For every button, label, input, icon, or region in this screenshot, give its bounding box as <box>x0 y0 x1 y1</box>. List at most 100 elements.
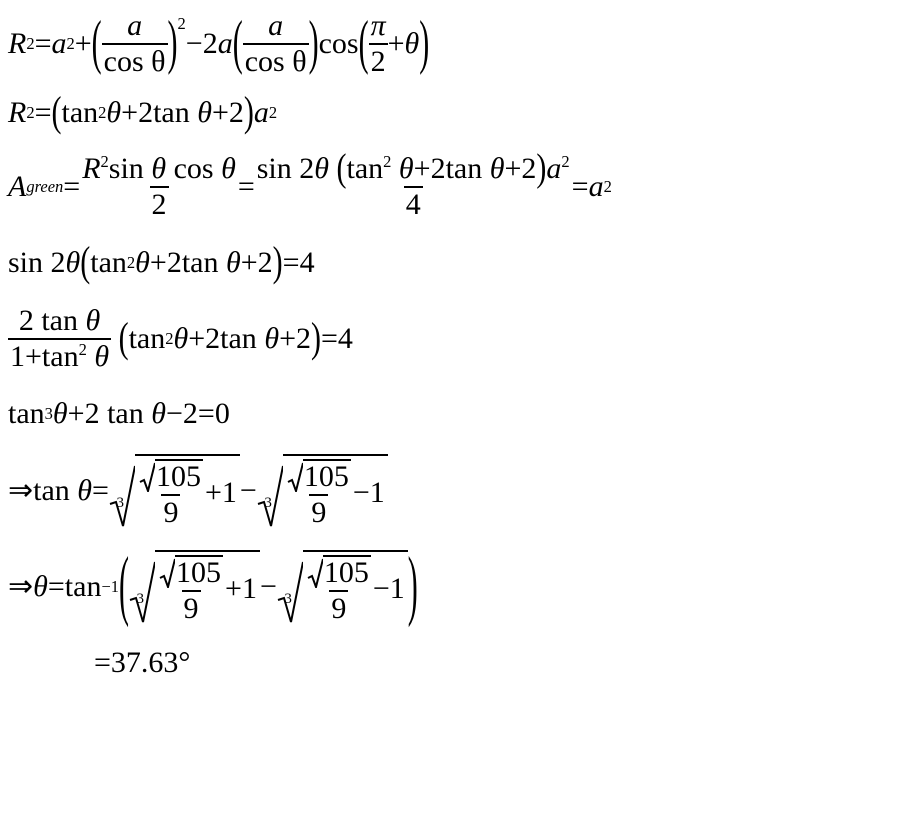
radical-icon <box>159 558 175 588</box>
denominator: 2 <box>369 43 388 77</box>
var-R: R <box>8 98 26 128</box>
cube-root-2: 3 105 9 −1 <box>257 454 388 528</box>
rparen: ) <box>311 318 321 360</box>
rest: θ+2 tan θ−2=0 <box>53 399 230 429</box>
rparen: ) <box>309 14 319 74</box>
var-a: a <box>52 29 67 59</box>
cos: cos <box>319 29 359 59</box>
lparen: ( <box>359 14 369 74</box>
minus-2a: −2a <box>186 29 233 59</box>
radicand: 105 <box>175 555 223 588</box>
plus-1: +1 <box>225 574 257 604</box>
rparen: ) <box>419 14 429 74</box>
radicand: 105 9 +1 <box>155 550 260 624</box>
exp-2: 2 <box>178 16 186 33</box>
tan: tan <box>90 248 127 278</box>
space <box>111 324 119 354</box>
radicand: 105 9 +1 <box>135 454 240 528</box>
minus: − <box>240 476 257 506</box>
radical-icon <box>307 558 323 588</box>
sqrt-105: 105 <box>287 459 351 492</box>
plus-1: +1 <box>205 478 237 508</box>
equation-line-7: ⇒tan θ= 3 105 9 +1 − 3 <box>8 446 910 536</box>
denominator: 9 <box>309 494 328 528</box>
radical-icon <box>139 462 155 492</box>
eq-sign: = <box>572 172 589 202</box>
rest: θ+2tan θ+2 <box>135 248 273 278</box>
equation-line-1: R2 = a2 + ( a cos θ )2 −2a ( a cos θ ) c… <box>8 8 910 80</box>
cube-root-2: 3 105 9 −1 <box>277 550 408 624</box>
sqrt-105: 105 <box>139 459 203 492</box>
lparen: ( <box>119 318 129 360</box>
radicand: 105 <box>323 555 371 588</box>
denominator: cos θ <box>102 43 168 77</box>
text: sin 2θ <box>8 248 80 278</box>
arrow: ⇒ <box>8 572 33 602</box>
rparen: ) <box>273 242 283 284</box>
radical-icon <box>287 462 303 492</box>
frac-2: sin 2θ (tan2 θ+2tan θ+2)a2 4 <box>255 154 572 220</box>
denominator: 1+tan2 θ <box>8 338 111 372</box>
tan: tan <box>129 324 166 354</box>
cube-root-1: 3 105 9 +1 <box>129 550 260 624</box>
frac-pi-2: π 2 <box>369 11 388 77</box>
result: =37.63° <box>94 648 190 678</box>
eq-sign: = <box>63 172 80 202</box>
lparen: ( <box>92 14 102 74</box>
equation-line-3: Agreen = R2sin θ cos θ 2 = sin 2θ (tan2 … <box>8 146 910 228</box>
minus-1: −1 <box>373 574 405 604</box>
radicand: 105 <box>303 459 351 492</box>
var-a: a <box>254 98 269 128</box>
radicand: 105 9 −1 <box>303 550 408 624</box>
numerator: π <box>369 11 388 43</box>
lparen: ( <box>119 548 129 626</box>
frac-a-over-cos: a cos θ <box>102 11 168 77</box>
eq-sign: = <box>35 98 52 128</box>
numerator: 105 <box>137 458 205 494</box>
tan: tan <box>8 399 45 429</box>
var-A: A <box>8 172 26 202</box>
numerator: R2sin θ cos θ <box>80 154 238 186</box>
numerator: a <box>266 11 285 43</box>
theta-term: θ+2tan θ+2 <box>106 98 244 128</box>
equation-line-8: ⇒ θ =tan−1 ( 3 105 9 +1 − <box>8 542 910 632</box>
var-a: a <box>589 172 604 202</box>
denominator: 9 <box>161 494 180 528</box>
equation-line-5: 2 tan θ 1+tan2 θ ( tan2 θ+2tan θ+2 ) =4 <box>8 296 910 382</box>
eq-4: =4 <box>321 324 353 354</box>
numerator: 2 tan θ <box>17 306 102 338</box>
tan: tan <box>62 98 99 128</box>
theta: θ <box>33 572 48 602</box>
eq-4: =4 <box>283 248 315 278</box>
equation-line-6: tan3 θ+2 tan θ−2=0 <box>8 388 910 440</box>
equation-line-4: sin 2θ ( tan2 θ+2tan θ+2 ) =4 <box>8 236 910 290</box>
minus: − <box>260 572 277 602</box>
rparen: ) <box>244 92 254 134</box>
inner-frac: 105 9 <box>305 554 373 624</box>
numerator: 105 <box>305 554 373 590</box>
inner-frac: 105 9 <box>157 554 225 624</box>
rest: θ+2tan θ+2 <box>173 324 311 354</box>
math-derivation: R2 = a2 + ( a cos θ )2 −2a ( a cos θ ) c… <box>0 0 916 702</box>
denominator: 2 <box>150 186 169 220</box>
equation-line-9: =37.63° <box>8 636 910 690</box>
frac-1: R2sin θ cos θ 2 <box>80 154 238 220</box>
lparen: ( <box>52 92 62 134</box>
eq-sign: = <box>238 172 255 202</box>
radicand: 105 <box>155 459 203 492</box>
inner-frac: 105 9 <box>285 458 353 528</box>
sqrt-105: 105 <box>307 555 371 588</box>
inner-frac: 105 9 <box>137 458 205 528</box>
numerator: 105 <box>157 554 225 590</box>
denominator: 4 <box>404 186 423 220</box>
numerator: sin 2θ (tan2 θ+2tan θ+2)a2 <box>255 154 572 186</box>
minus-1: −1 <box>353 478 385 508</box>
eq-sign: = <box>35 29 52 59</box>
equation-line-2: R2 = ( tan2 θ+2tan θ+2 ) a2 <box>8 86 910 140</box>
denominator: cos θ <box>243 43 309 77</box>
rparen: ) <box>408 548 418 626</box>
lparen: ( <box>233 14 243 74</box>
frac-a-over-cos: a cos θ <box>243 11 309 77</box>
numerator: 105 <box>285 458 353 494</box>
frac-2tan: 2 tan θ 1+tan2 θ <box>8 306 111 372</box>
